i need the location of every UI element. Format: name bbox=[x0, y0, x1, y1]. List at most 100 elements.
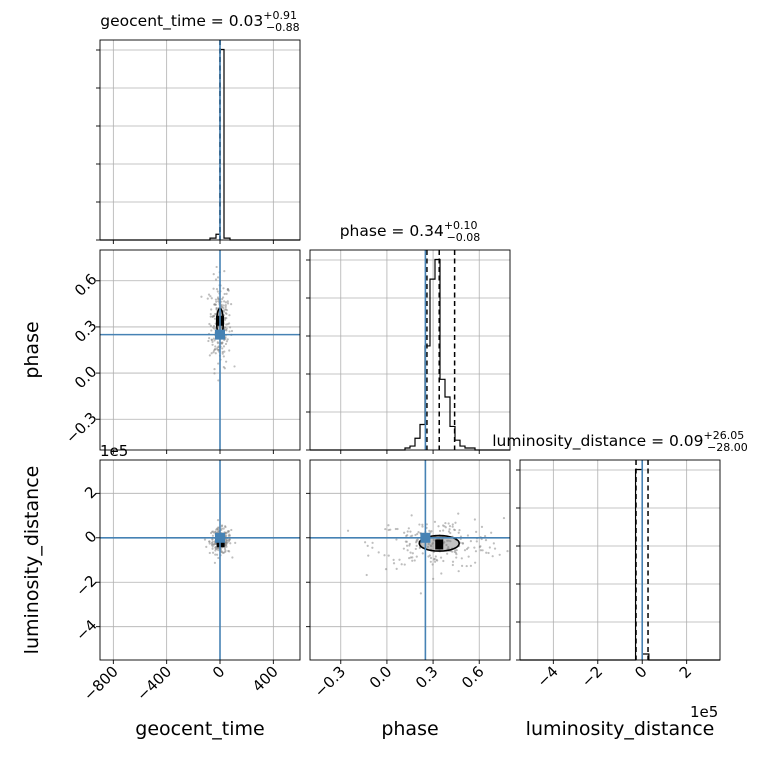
sample-point bbox=[228, 538, 232, 541]
sample-point bbox=[479, 549, 482, 552]
axes-frame bbox=[99, 39, 301, 241]
sample-point bbox=[215, 307, 218, 310]
sample-point bbox=[433, 558, 436, 561]
sample-point bbox=[416, 532, 419, 536]
sample-point bbox=[224, 305, 227, 309]
sample-point bbox=[211, 534, 215, 537]
sample-point bbox=[213, 561, 217, 564]
sample-point bbox=[454, 549, 457, 552]
sample-point bbox=[215, 288, 219, 291]
x-tick-label: 0 bbox=[631, 662, 650, 681]
sample-point bbox=[205, 545, 208, 548]
sample-point bbox=[228, 314, 231, 317]
sample-point bbox=[210, 541, 213, 545]
sample-point bbox=[414, 533, 417, 537]
sample-point bbox=[406, 530, 409, 533]
sample-point bbox=[210, 352, 213, 355]
sample-point bbox=[346, 529, 350, 532]
density-core bbox=[435, 539, 444, 550]
sample-point bbox=[428, 529, 431, 532]
sample-point bbox=[214, 549, 217, 552]
sample-point bbox=[451, 523, 454, 526]
sample-point bbox=[392, 562, 396, 565]
sample-point bbox=[222, 345, 226, 348]
sample-point bbox=[431, 563, 434, 566]
sample-point bbox=[458, 529, 461, 532]
sample-point bbox=[433, 520, 437, 523]
x-axis-label-luminosity-distance: luminosity_distance bbox=[526, 718, 715, 740]
sample-point bbox=[465, 564, 468, 568]
sample-point bbox=[207, 339, 210, 343]
sample-point bbox=[216, 519, 220, 522]
sample-point bbox=[479, 545, 482, 548]
sample-point bbox=[217, 379, 220, 382]
sample-point bbox=[414, 547, 417, 551]
sample-point bbox=[488, 546, 491, 549]
sample-point bbox=[435, 558, 438, 561]
sample-point bbox=[432, 539, 436, 542]
sample-point bbox=[475, 540, 478, 543]
sample-point bbox=[213, 372, 216, 375]
sample-point bbox=[434, 555, 437, 558]
sample-point bbox=[446, 552, 449, 555]
sample-point bbox=[442, 559, 445, 563]
sample-point bbox=[455, 553, 458, 556]
sample-point bbox=[513, 537, 515, 539]
sample-point bbox=[387, 524, 390, 527]
sample-point bbox=[395, 567, 398, 570]
sample-point bbox=[209, 315, 212, 318]
sample-point bbox=[457, 512, 460, 515]
sample-point bbox=[447, 530, 451, 533]
sample-point bbox=[210, 308, 213, 311]
sample-point bbox=[366, 544, 369, 548]
sample-point bbox=[469, 540, 472, 543]
sample-point bbox=[210, 543, 214, 547]
sample-point bbox=[224, 535, 227, 538]
sample-point bbox=[406, 549, 409, 552]
x-tick-label: 0 bbox=[209, 662, 228, 681]
sample-point bbox=[227, 530, 230, 534]
sample-point bbox=[206, 297, 209, 300]
sample-point bbox=[445, 543, 448, 547]
sample-point bbox=[222, 527, 225, 530]
sample-point bbox=[213, 317, 217, 320]
sample-point bbox=[226, 338, 229, 341]
sample-point bbox=[223, 367, 226, 370]
sample-point bbox=[228, 330, 231, 333]
sample-point bbox=[437, 525, 440, 528]
sample-point bbox=[225, 312, 228, 316]
title-geocent_time: geocent_time = 0.03+0.91 −0.88 bbox=[100, 9, 299, 34]
sample-point bbox=[208, 337, 211, 340]
sample-point bbox=[417, 531, 420, 534]
sample-point bbox=[440, 572, 443, 575]
sample-point bbox=[224, 544, 228, 547]
sample-point bbox=[230, 303, 233, 306]
sample-point bbox=[217, 549, 220, 552]
y-tick-label: 0.0 bbox=[71, 362, 101, 392]
y-tick-label: 0.6 bbox=[71, 270, 101, 300]
scatter-panel-phase-luminosity_distance bbox=[309, 459, 515, 661]
sample-point bbox=[491, 555, 494, 558]
sample-point bbox=[208, 540, 211, 543]
sample-point bbox=[451, 525, 454, 528]
sample-point bbox=[413, 559, 416, 562]
sample-point bbox=[222, 287, 225, 290]
sample-point bbox=[220, 341, 223, 344]
x-tick-label: 0.3 bbox=[412, 662, 442, 692]
sample-point bbox=[225, 323, 228, 326]
title-luminosity_distance: luminosity_distance = 0.09+26.05 −28.00 bbox=[492, 429, 748, 454]
sample-point bbox=[217, 362, 220, 365]
sample-point bbox=[227, 534, 230, 537]
sample-point bbox=[457, 570, 460, 573]
sample-point bbox=[209, 295, 212, 298]
x-axis-label-geocent-time: geocent_time bbox=[135, 718, 264, 740]
sample-point bbox=[430, 529, 433, 533]
truth-marker bbox=[215, 329, 225, 340]
sample-point bbox=[473, 518, 476, 521]
sample-point bbox=[431, 542, 434, 546]
y-axis-label-phase: phase bbox=[21, 321, 43, 378]
sample-point bbox=[493, 547, 497, 550]
sample-point bbox=[223, 292, 226, 296]
x-tick-label: −0.3 bbox=[311, 662, 349, 700]
y-tick-label: 0 bbox=[81, 527, 100, 546]
